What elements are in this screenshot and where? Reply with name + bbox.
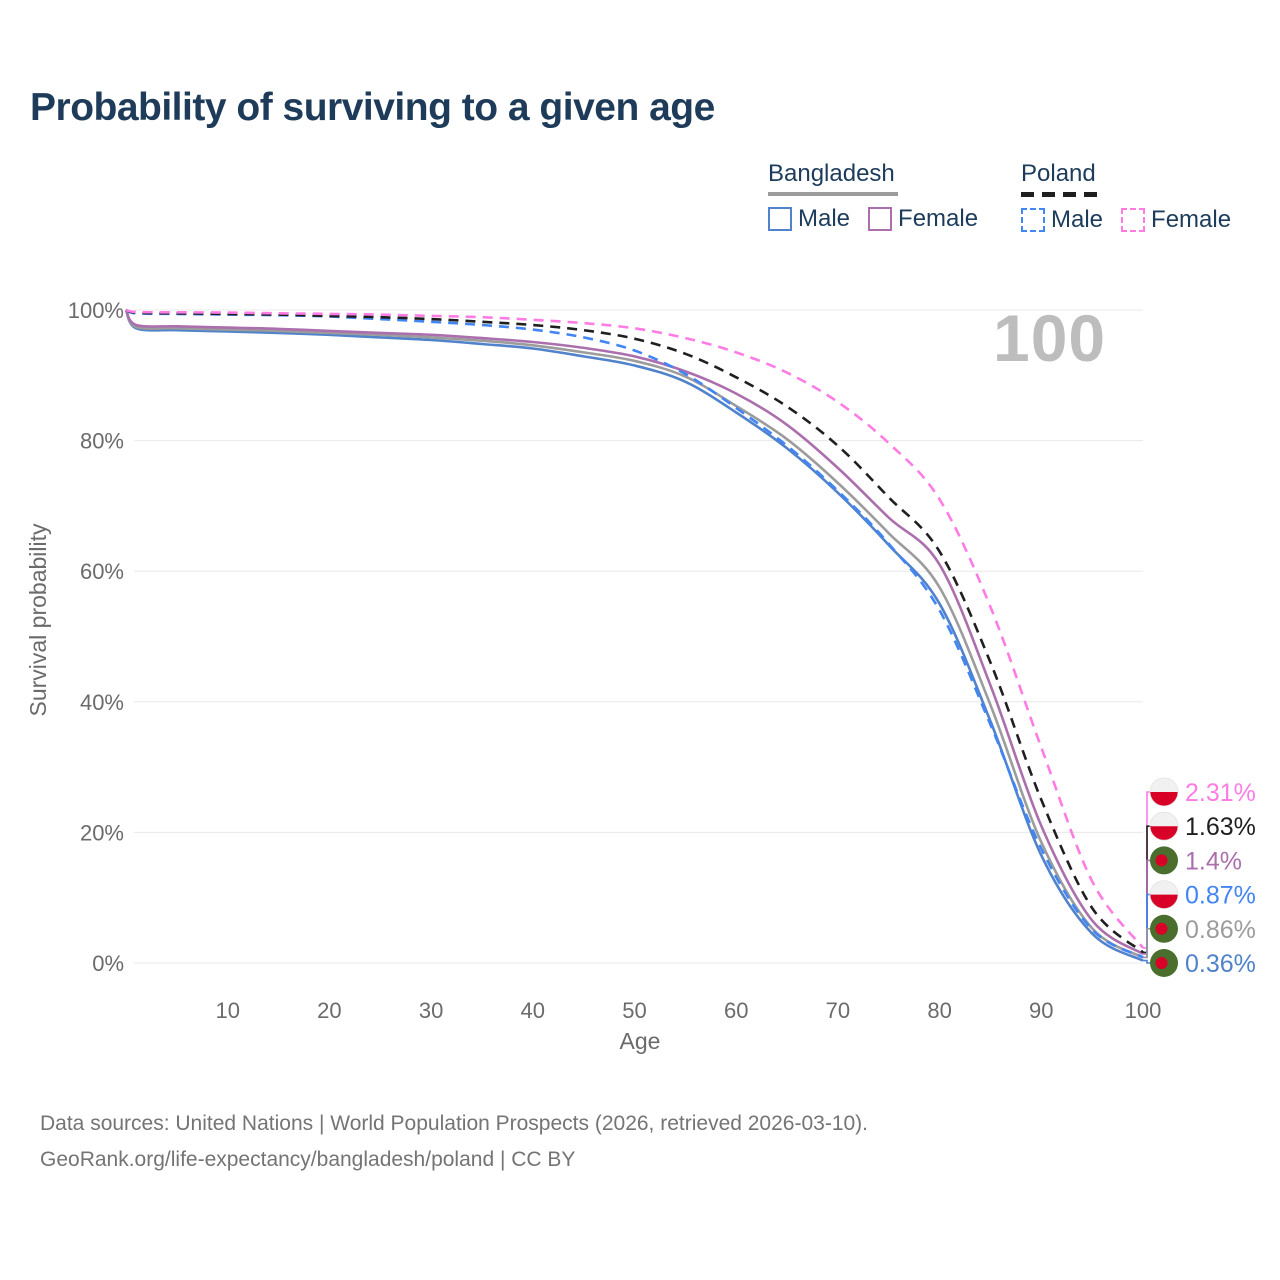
flag-bangladesh-icon	[1150, 846, 1178, 875]
x-tick-label: 80	[927, 998, 951, 1023]
leader-line	[1143, 959, 1152, 964]
y-tick-label: 100%	[68, 298, 124, 323]
legend-underline-bangladesh	[768, 192, 898, 196]
page-title: Probability of surviving to a given age	[30, 86, 715, 129]
poland-male-swatch	[1021, 208, 1045, 232]
x-tick-label: 60	[724, 998, 748, 1023]
legend-item-label: Male	[798, 205, 851, 232]
legend-group-poland-title[interactable]: Poland	[1021, 160, 1096, 187]
legend-underline-poland	[1021, 192, 1100, 197]
x-tick-label: 30	[419, 998, 443, 1023]
y-tick-label: 20%	[80, 820, 124, 845]
x-tick-label: 70	[826, 998, 850, 1023]
y-axis-title: Survival probability	[25, 523, 51, 717]
y-tick-label: 40%	[80, 690, 124, 715]
series-lines	[124, 308, 1145, 962]
series-line-bangladesh-male[interactable]	[124, 309, 1144, 962]
legend-item-label: Female	[898, 205, 979, 232]
legend-item-label: Female	[1151, 206, 1232, 233]
end-value-label-poland-male: 0.87%	[1185, 882, 1256, 910]
flag-poland-icon	[1149, 777, 1179, 807]
flag-bangladesh-icon	[1150, 914, 1178, 943]
legend-group-bangladesh-title[interactable]: Bangladesh	[768, 160, 895, 187]
x-tick-label: 10	[215, 998, 239, 1023]
y-tick-label: 0%	[92, 951, 124, 976]
end-value-label-poland-both-sexes: 1.63%	[1185, 813, 1256, 841]
x-axis-title: Age	[620, 1028, 661, 1054]
footer-license-line: GeoRank.org/life-expectancy/bangladesh/p…	[40, 1148, 576, 1171]
series-line-bangladesh-both-sexes[interactable]	[124, 309, 1144, 959]
end-value-label-bangladesh-both-sexes: 0.86%	[1185, 916, 1256, 944]
legend-items-bangladesh: Male Female	[768, 205, 978, 233]
end-value-annotations: 2.31% 1.63% 1.4% 0.87% 0.86% 0.36%	[1143, 777, 1256, 978]
legend-item-bangladesh-male[interactable]: Male	[768, 205, 850, 233]
x-tick-label: 90	[1029, 998, 1053, 1023]
legend-item-bangladesh-female[interactable]: Female	[868, 205, 978, 233]
flag-poland-icon	[1149, 880, 1179, 909]
legend-item-label: Male	[1051, 206, 1104, 233]
poland-female-swatch	[1121, 208, 1146, 232]
flag-poland-icon	[1149, 811, 1179, 841]
hover-age-watermark: 100	[993, 301, 1107, 375]
x-tick-label: 20	[317, 998, 341, 1023]
legend-group-bangladesh: Bangladesh Male Female	[768, 160, 978, 233]
footer: Data sources: United Nations | World Pop…	[40, 1106, 868, 1178]
y-tick-label: 80%	[80, 429, 124, 454]
x-tick-label: 40	[521, 998, 545, 1023]
gridlines	[134, 309, 1143, 964]
legend-item-poland-female[interactable]: Female	[1121, 206, 1231, 234]
legend-item-poland-male[interactable]: Male	[1021, 206, 1103, 234]
flag-bangladesh-icon	[1150, 949, 1178, 977]
series-line-bangladesh-female[interactable]	[124, 309, 1144, 956]
legend: Bangladesh Male Female Poland Male	[0, 160, 1280, 250]
end-value-label-bangladesh-male: 0.36%	[1185, 950, 1256, 978]
footer-source-line: Data sources: United Nations | World Pop…	[40, 1112, 869, 1135]
x-tick-label: 50	[622, 998, 646, 1023]
x-axis-ticks: 10 20 30 40 50 60 70 80 90 100	[215, 998, 1161, 1023]
end-value-label-poland-female: 2.31%	[1185, 779, 1256, 807]
legend-group-poland: Poland Male Female	[1021, 160, 1231, 234]
legend-items-poland: Male Female	[1021, 206, 1231, 234]
end-value-label-bangladesh-female: 1.4%	[1185, 847, 1242, 875]
bangladesh-male-swatch	[768, 207, 792, 231]
series-line-poland-male[interactable]	[125, 308, 1144, 959]
x-tick-label: 100	[1125, 998, 1162, 1023]
y-axis-ticks: 0% 20% 40% 60% 80% 100%	[68, 298, 124, 976]
series-line-poland-female[interactable]	[125, 308, 1145, 949]
series-line-poland-both-sexes[interactable]	[125, 308, 1144, 954]
leader-line	[1143, 928, 1152, 959]
bangladesh-female-swatch	[868, 207, 893, 231]
y-tick-label: 60%	[80, 559, 124, 584]
